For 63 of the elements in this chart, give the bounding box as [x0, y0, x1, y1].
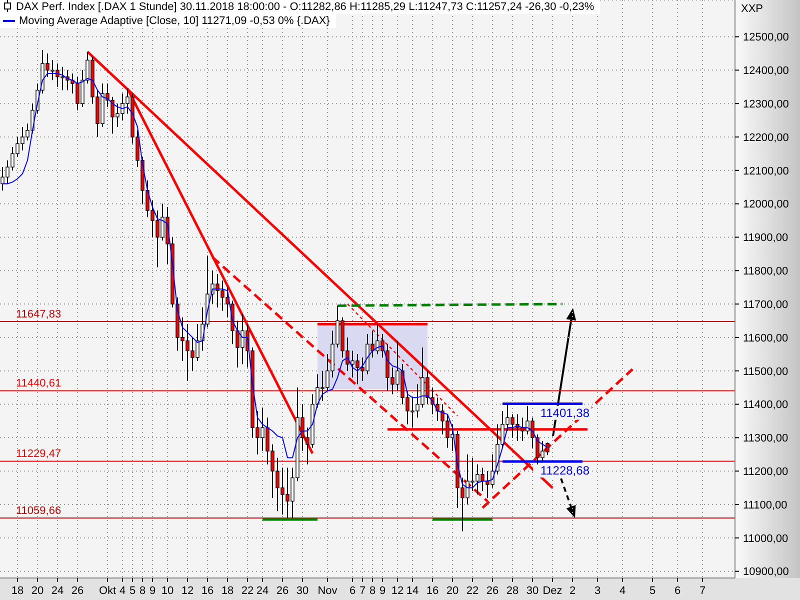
x-tick-label: 8: [369, 585, 376, 597]
x-tick-label: 16: [201, 585, 214, 597]
x-tick-label: 2: [569, 585, 576, 597]
x-tick-label: 12: [391, 585, 404, 597]
data-label: 11228,68: [540, 464, 590, 478]
y-tick-label: 12000,00: [743, 198, 789, 211]
data-label: 11401,38: [540, 406, 590, 420]
x-tick-label: 6: [674, 585, 681, 597]
ref-line-label: 11647,83: [16, 308, 62, 320]
x-tick-label: 9: [149, 585, 156, 597]
x-tick-label: 20: [31, 585, 44, 597]
x-tick-label: 18: [221, 585, 234, 597]
y-tick-label: 12400,00: [743, 65, 789, 78]
ref-line-label: 11229,47: [16, 448, 62, 460]
x-tick-label: 7: [699, 585, 706, 597]
y-tick-label: 12100,00: [743, 165, 789, 178]
x-tick-label: 30: [296, 585, 309, 597]
x-tick-label: Nov: [318, 585, 338, 597]
x-tick-label: 28: [506, 585, 519, 597]
y-tick-label: 10900,00: [743, 566, 789, 578]
y-axis-title: XXP: [741, 3, 764, 16]
x-tick-label: 16: [426, 585, 439, 597]
x-tick-label: 7: [359, 585, 366, 597]
x-tick-label: 10: [161, 585, 174, 597]
legend-label: Moving Average Adaptive [Close, 10] 11271,09 -0,53 0% {.DAX}: [19, 15, 330, 27]
y-tick-label: 11800,00: [743, 266, 788, 278]
y-tick-label: 12200,00: [743, 132, 789, 144]
x-tick-label: 12: [181, 585, 194, 597]
x-tick-label: 26: [71, 585, 84, 597]
x-tick-label: 6: [349, 585, 356, 597]
x-tick-label: 22: [241, 585, 254, 597]
x-tick-label: Dez: [542, 585, 562, 597]
chart-title: DAX Perf. Index [.DAX 1 Stunde] 30.11.2018 18:00:00 - O:11282,86 H:11285,29 L:11247,73 C:11257,24 -26,30 -0,23%: [16, 1, 594, 13]
y-tick-label: 11100,00: [743, 499, 788, 512]
x-tick-label: 18: [11, 585, 24, 597]
y-tick-label: 11900,00: [743, 232, 788, 244]
y-tick-label: 12300,00: [743, 98, 789, 110]
y-tick-label: 11400,00: [743, 399, 788, 412]
x-tick-label: 14: [406, 585, 419, 597]
x-tick-label: 5: [129, 585, 136, 597]
x-tick-label: 4: [619, 585, 626, 597]
x-tick-label: 9: [379, 585, 386, 597]
x-tick-label: Okt: [98, 585, 116, 597]
x-tick-label: 3: [594, 585, 601, 597]
x-tick-label: 30: [526, 585, 539, 597]
y-tick-label: 11700,00: [743, 298, 788, 311]
x-tick-label: 5: [649, 585, 656, 597]
y-tick-label: 11500,00: [743, 366, 788, 378]
ref-line-label: 11440,61: [16, 378, 62, 390]
y-tick-label: 11200,00: [743, 466, 788, 478]
x-tick-label: 4: [119, 585, 126, 597]
y-tick-label: 12500,00: [743, 32, 789, 44]
x-tick-label: 20: [446, 585, 459, 597]
y-tick-label: 11600,00: [743, 332, 788, 344]
x-tick-label: 24: [51, 585, 64, 597]
x-tick-label: 24: [256, 585, 269, 597]
x-tick-label: 8: [139, 585, 146, 597]
y-tick-label: 11300,00: [743, 432, 788, 445]
y-tick-label: 11000,00: [743, 532, 788, 545]
x-tick-label: 26: [486, 585, 499, 597]
x-tick-label: 26: [276, 585, 289, 597]
ref-line-label: 11059,66: [16, 504, 62, 517]
x-tick-label: 22: [466, 585, 479, 597]
